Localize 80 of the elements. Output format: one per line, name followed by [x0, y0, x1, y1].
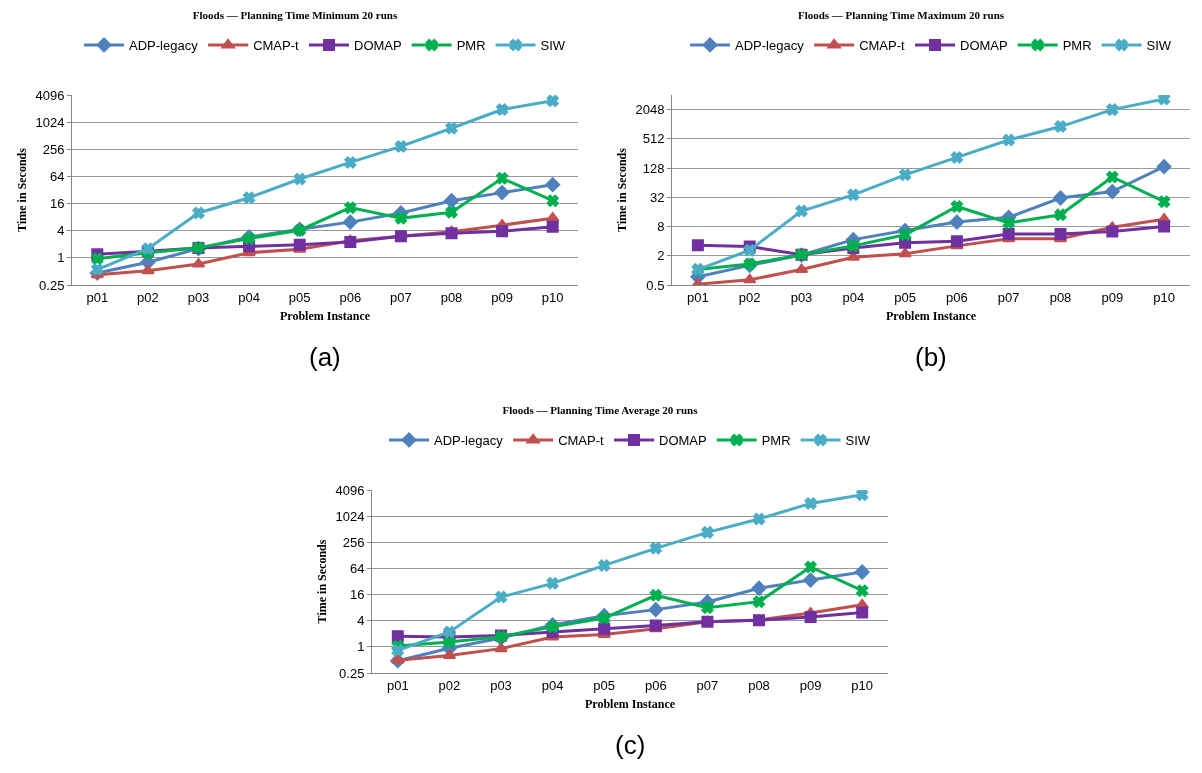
y-tick-label: 64 [49, 168, 65, 184]
y-tick-label: 0.25 [39, 277, 65, 293]
text: (a) [309, 342, 341, 372]
x-tick-label: p07 [696, 677, 719, 693]
x-tick-label: p06 [339, 289, 362, 305]
x-tick-label: p10 [851, 677, 874, 693]
y-tick-label: 16 [49, 196, 65, 212]
y-axis-title: Time in Seconds [614, 147, 629, 232]
x-tick-label: p02 [438, 677, 461, 693]
x-tick-label: p01 [386, 677, 409, 693]
text: (c) [615, 730, 646, 760]
x-tick-label: p09 [491, 289, 513, 305]
x-axis-title: Problem Instance [584, 697, 676, 712]
x-tick-label: p01 [86, 289, 109, 305]
y-tick-label: 0.5 [646, 277, 665, 293]
y-tick-label: 4 [357, 613, 365, 629]
y-tick-label: 1024 [35, 114, 65, 130]
legend-label: PMR [456, 38, 486, 54]
y-tick-label: 8 [657, 219, 665, 235]
y-tick-label: 0.25 [339, 665, 365, 681]
y-tick-label: 4096 [335, 482, 365, 498]
y-tick-label: 16 [349, 587, 365, 603]
legend-label: SIW [1146, 38, 1172, 54]
x-tick-label: p08 [1049, 289, 1072, 305]
text: (b) [915, 342, 947, 372]
x-tick-label: p07 [390, 289, 412, 305]
x-tick-label: p04 [842, 289, 865, 305]
legend-label: CMAP-t [859, 38, 906, 54]
x-tick-label: p05 [894, 289, 916, 305]
y-tick-label: 1024 [335, 508, 365, 524]
legend-label: DOMAP [354, 38, 402, 54]
legend-label: ADP-legacy [129, 38, 199, 54]
x-tick-label: p06 [644, 677, 667, 693]
x-tick-label: p01 [687, 289, 709, 305]
x-tick-label: p05 [288, 289, 311, 305]
legend-label: DOMAP [659, 433, 707, 449]
y-tick-label: 128 [642, 160, 665, 176]
y-axis-title: Time in Seconds [314, 539, 329, 624]
y-tick-label: 32 [649, 189, 665, 205]
y-axis-title: Time in Seconds [14, 147, 29, 232]
x-tick-label: p09 [799, 677, 822, 693]
legend-label: SIW [540, 38, 566, 54]
y-tick-label: 256 [42, 141, 65, 157]
y-tick-label: 64 [349, 560, 365, 576]
y-tick-label: 2048 [635, 102, 665, 118]
chart-title: Floods — Planning Time Minimum 20 runs [192, 8, 398, 21]
y-tick-label: 256 [342, 534, 365, 550]
x-tick-label: p06 [946, 289, 968, 305]
y-tick-label: 4096 [35, 87, 65, 103]
legend-label: CMAP-t [253, 38, 300, 54]
x-tick-label: p08 [748, 677, 770, 693]
x-axis-title: Problem Instance [885, 309, 977, 324]
x-tick-label: p03 [490, 677, 512, 693]
y-tick-label: 4 [57, 223, 65, 239]
legend-label: PMR [761, 433, 791, 449]
x-tick-label: p04 [541, 677, 564, 693]
x-tick-label: p02 [137, 289, 159, 305]
legend-label: ADP-legacy [434, 433, 504, 449]
x-tick-label: p05 [593, 677, 616, 693]
x-tick-label: p03 [187, 289, 210, 305]
x-tick-label: p10 [1153, 289, 1175, 305]
y-tick-label: 1 [357, 639, 365, 655]
y-tick-label: 512 [642, 131, 665, 147]
legend-label: CMAP-t [558, 433, 605, 449]
x-tick-label: p10 [541, 289, 564, 305]
x-tick-label: p08 [440, 289, 463, 305]
legend-label: ADP-legacy [735, 38, 805, 54]
x-tick-label: p02 [738, 289, 761, 305]
x-tick-label: p07 [997, 289, 1020, 305]
legend-label: DOMAP [960, 38, 1008, 54]
x-tick-label: p04 [238, 289, 260, 305]
y-tick-label: 1 [57, 250, 65, 266]
y-tick-label: 2 [657, 248, 665, 264]
chart-title: Floods — Planning Time Maximum 20 runs [797, 8, 1005, 21]
x-tick-label: p03 [790, 289, 813, 305]
x-axis-title: Problem Instance [279, 309, 371, 324]
legend-label: PMR [1062, 38, 1092, 54]
x-tick-label: p09 [1101, 289, 1124, 305]
chart-title: Floods — Planning Time Average 20 runs [502, 403, 699, 416]
legend-label: SIW [845, 433, 871, 449]
